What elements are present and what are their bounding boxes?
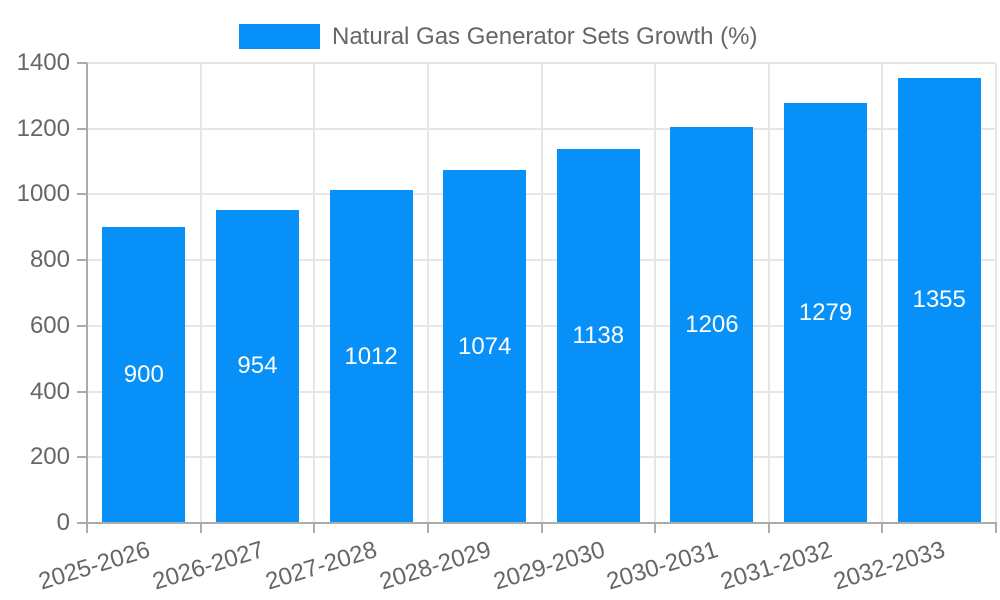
x-gridline (540, 63, 543, 523)
bar[interactable] (443, 170, 527, 523)
x-tick-mark (881, 523, 884, 533)
bar[interactable] (215, 209, 299, 523)
x-gridline (881, 63, 884, 523)
bar-value-label: 900 (123, 361, 164, 389)
y-axis-tick-label: 600 (29, 311, 70, 339)
bar[interactable] (784, 102, 868, 523)
x-axis-line (86, 522, 997, 524)
legend-swatch-icon (239, 24, 320, 49)
x-tick-mark (426, 523, 429, 533)
bar[interactable] (329, 190, 413, 523)
y-axis-tick-label: 200 (29, 443, 70, 471)
y-tick-mark (77, 127, 87, 130)
bar[interactable] (670, 126, 754, 523)
legend-label: Natural Gas Generator Sets Growth (%) (332, 23, 758, 50)
y-tick-mark (77, 193, 87, 196)
x-axis-tick-label: 2030-2031 (603, 536, 722, 596)
y-axis-tick-label: 800 (29, 246, 70, 274)
x-axis-tick-label: 2032-2033 (830, 536, 949, 596)
x-gridline (199, 63, 202, 523)
x-gridline (767, 63, 770, 523)
y-axis-tick-label: 0 (56, 509, 70, 536)
x-tick-mark (654, 523, 657, 533)
x-tick-mark (313, 523, 316, 533)
x-gridline (654, 63, 657, 523)
y-axis-tick-label: 1400 (16, 49, 70, 76)
y-tick-mark (77, 390, 87, 393)
y-axis-line (86, 63, 88, 525)
x-gridline (426, 63, 429, 523)
y-tick-mark (77, 324, 87, 327)
x-gridline (995, 63, 997, 523)
y-tick-mark (77, 522, 87, 524)
y-axis-tick-label: 400 (29, 377, 70, 405)
bar[interactable] (556, 149, 640, 523)
bar-value-label: 954 (237, 352, 278, 380)
bar-value-label: 1206 (685, 310, 739, 338)
x-axis-tick-label: 2028-2029 (376, 536, 494, 596)
y-tick-mark (77, 259, 87, 262)
y-axis-tick-label: 1200 (16, 114, 70, 142)
x-axis-tick-label: 2025-2026 (35, 536, 154, 596)
x-tick-mark (540, 523, 543, 533)
bar-value-label: 1012 (344, 342, 398, 370)
x-axis-tick-label: 2026-2027 (149, 536, 267, 596)
x-axis-tick-label: 2031-2032 (717, 536, 835, 596)
legend[interactable]: Natural Gas Generator Sets Growth (%) (239, 24, 757, 49)
x-tick-mark (767, 523, 770, 533)
bar-value-label: 1138 (572, 322, 625, 350)
y-axis-tick-label: 1000 (16, 180, 70, 208)
y-tick-mark (77, 456, 87, 459)
x-tick-mark (199, 523, 202, 533)
y-tick-mark (77, 62, 87, 64)
x-tick-mark (995, 523, 997, 533)
x-gridline (313, 63, 316, 523)
x-axis-tick-label: 2029-2030 (489, 536, 608, 596)
bar-value-label: 1074 (457, 332, 512, 360)
bar[interactable] (102, 227, 186, 523)
x-axis-tick-label: 2027-2028 (262, 536, 381, 596)
bar[interactable] (897, 77, 981, 523)
x-tick-mark (86, 523, 88, 533)
bar-value-label: 1355 (912, 286, 966, 314)
bar-value-label: 1279 (798, 298, 853, 326)
